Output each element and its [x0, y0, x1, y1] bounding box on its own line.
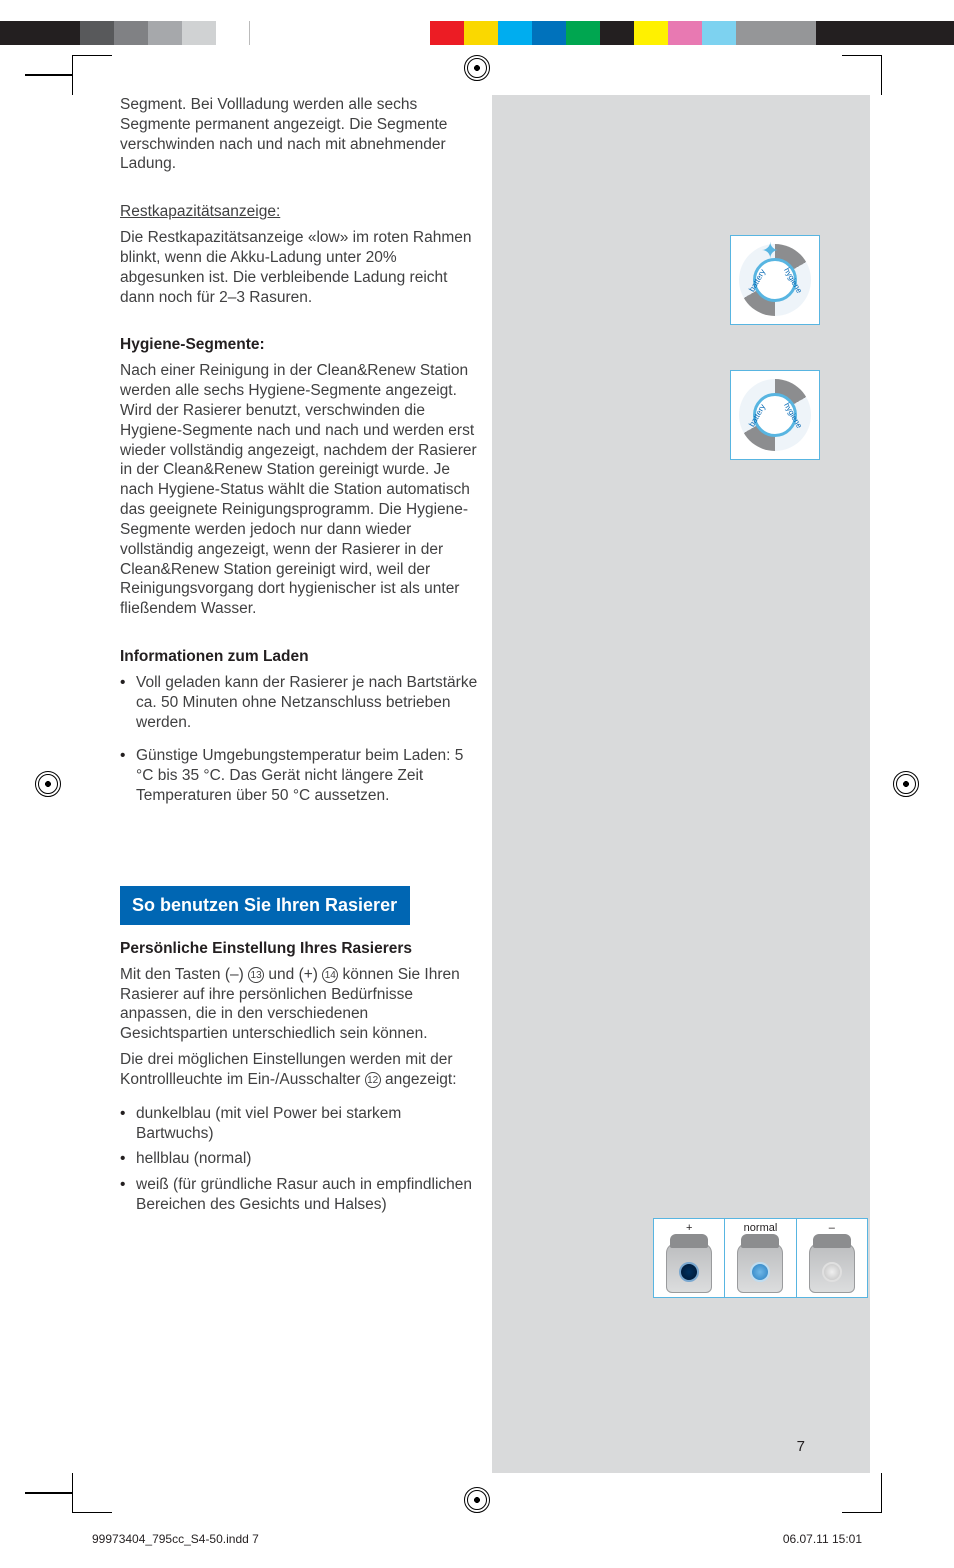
intro-paragraph: Segment. Bei Vollladung werden alle sech…: [120, 95, 480, 174]
info-bullet: Günstige Umgebungstemperatur beim Laden:…: [120, 746, 480, 805]
section-heading-blue: So benutzen Sie Ihren Rasierer: [120, 886, 410, 925]
crop-mark: [72, 1473, 112, 1513]
setting-bullet: hellblau (normal): [120, 1149, 480, 1169]
registration-mark-icon: [464, 1487, 490, 1513]
info-heading: Informationen zum Laden: [120, 648, 309, 665]
personal-paragraph-2: Die drei möglichen Einstellungen werden …: [120, 1050, 480, 1090]
shaver-icon: [809, 1243, 855, 1293]
setting-bullet: dunkelblau (mit viel Power bei starkem B…: [120, 1104, 480, 1144]
minus-label: –: [797, 1222, 867, 1234]
ref-number-icon: 12: [365, 1072, 381, 1088]
crop-mark: [842, 55, 882, 95]
hygiene-paragraph: Nach einer Reinigung in der Clean&Renew …: [120, 361, 480, 619]
rest-heading: Restkapazitätsanzeige:: [120, 203, 280, 220]
plus-label: +: [654, 1222, 724, 1234]
ref-number-icon: 13: [248, 967, 264, 983]
star-icon: ✦: [761, 238, 779, 264]
page-content: ✦ battery hygiene battery hygiene + norm…: [120, 95, 840, 1473]
info-bullet: Voll geladen kann der Rasierer je nach B…: [120, 673, 480, 732]
footer-timestamp: 06.07.11 15:01: [783, 1532, 862, 1546]
ref-number-icon: 14: [322, 967, 338, 983]
crop-mark: [842, 1473, 882, 1513]
crop-mark: [25, 74, 73, 76]
personal-heading: Persönliche Einstellung Ihres Rasierers: [120, 940, 412, 957]
page-number: 7: [797, 1438, 805, 1455]
print-color-bar: [0, 21, 954, 45]
rest-paragraph: Die Restkapazitätsanzeige «low» im roten…: [120, 228, 480, 307]
crop-mark: [25, 1492, 73, 1494]
registration-mark-icon: [35, 771, 61, 797]
crop-mark: [72, 55, 112, 95]
registration-mark-icon: [893, 771, 919, 797]
footer-filename: 99973404_795cc_S4-50.indd 7: [92, 1532, 259, 1546]
shaver-icon: [666, 1243, 712, 1293]
display-diagram-hygiene: battery hygiene: [730, 370, 820, 460]
display-diagram-battery: ✦ battery hygiene: [730, 235, 820, 325]
hygiene-heading: Hygiene-Segmente:: [120, 336, 265, 353]
registration-mark-icon: [464, 55, 490, 81]
normal-label: normal: [725, 1222, 795, 1234]
setting-bullet: weiß (für gründliche Rasur auch in empfi…: [120, 1175, 480, 1215]
shaver-icon: [737, 1243, 783, 1293]
shaver-settings-diagram: + normal –: [653, 1218, 868, 1298]
personal-paragraph-1: Mit den Tasten (–) 13 und (+) 14 können …: [120, 965, 480, 1044]
